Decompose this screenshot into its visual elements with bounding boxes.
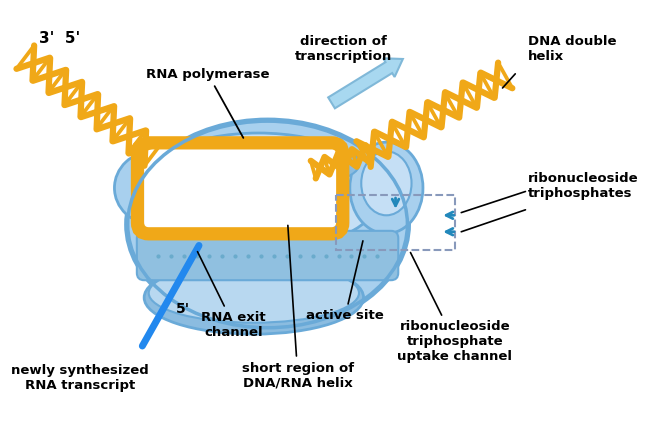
Ellipse shape: [149, 263, 359, 323]
Text: 5': 5': [176, 302, 190, 316]
Text: short region of
DNA/RNA helix: short region of DNA/RNA helix: [242, 225, 354, 389]
FancyBboxPatch shape: [144, 149, 336, 227]
Ellipse shape: [144, 261, 363, 334]
FancyArrow shape: [328, 58, 403, 108]
Text: ribonucleoside
triphosphate
uptake channel: ribonucleoside triphosphate uptake chann…: [397, 253, 512, 364]
Ellipse shape: [135, 133, 382, 252]
Ellipse shape: [361, 151, 411, 215]
FancyBboxPatch shape: [137, 231, 398, 280]
Text: ribonucleoside
triphosphates: ribonucleoside triphosphates: [528, 172, 639, 200]
Text: active site: active site: [306, 241, 384, 323]
Text: DNA double
helix: DNA double helix: [528, 35, 617, 63]
Text: RNA polymerase: RNA polymerase: [146, 68, 270, 138]
Bar: [336, 195, 455, 250]
Text: 3'  5': 3' 5': [40, 31, 81, 46]
Ellipse shape: [114, 151, 192, 225]
Ellipse shape: [126, 119, 410, 329]
Text: RNA exit
channel: RNA exit channel: [198, 252, 266, 339]
Ellipse shape: [158, 140, 359, 190]
Ellipse shape: [350, 142, 423, 234]
Text: newly synthesized
RNA transcript: newly synthesized RNA transcript: [11, 364, 149, 392]
Text: direction of
transcription: direction of transcription: [295, 35, 392, 63]
